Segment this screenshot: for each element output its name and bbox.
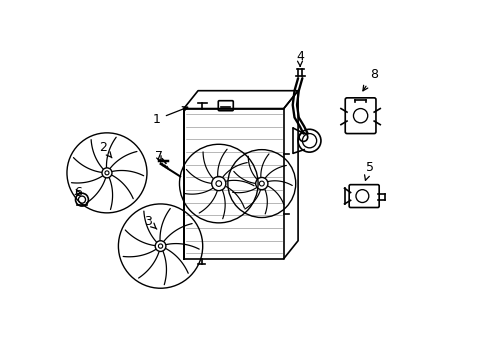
Text: 6: 6 — [74, 186, 82, 199]
Text: 1: 1 — [153, 107, 187, 126]
Text: 7: 7 — [154, 150, 163, 163]
Text: 4: 4 — [295, 50, 303, 66]
Text: 8: 8 — [362, 68, 377, 91]
Text: 5: 5 — [364, 161, 373, 180]
Text: 2: 2 — [99, 141, 112, 158]
Text: 3: 3 — [144, 215, 157, 229]
